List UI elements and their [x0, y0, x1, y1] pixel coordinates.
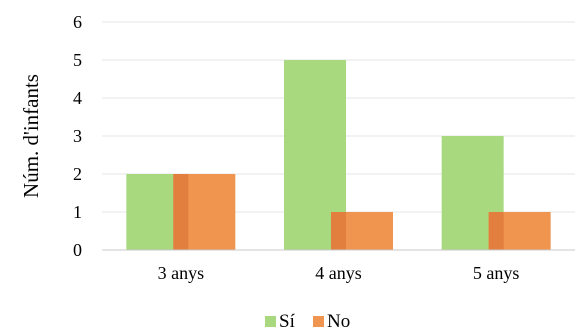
- legend: Sí No: [265, 311, 350, 331]
- y-axis-ticks: 0 1 2 3 4 5 6: [73, 12, 82, 260]
- x-tick-label: 4 anys: [315, 263, 362, 283]
- y-tick-label: 6: [73, 12, 82, 32]
- bars: [126, 60, 551, 250]
- y-tick-label: 2: [73, 164, 82, 184]
- bar-overlap: [488, 212, 504, 250]
- y-tick-label: 1: [73, 202, 82, 222]
- y-tick-label: 4: [73, 88, 82, 108]
- legend-label: Sí: [279, 311, 296, 331]
- legend-label: No: [327, 311, 350, 331]
- x-tick-label: 5 anys: [473, 263, 520, 283]
- x-axis-ticks: 3 anys 4 anys 5 anys: [158, 263, 520, 283]
- y-tick-label: 0: [73, 240, 82, 260]
- y-tick-label: 3: [73, 126, 82, 146]
- x-tick-label: 3 anys: [158, 263, 205, 283]
- bar-overlap: [331, 212, 346, 250]
- legend-swatch-Sí: [265, 316, 276, 327]
- bar-overlap: [173, 174, 189, 250]
- y-tick-label: 5: [73, 50, 82, 70]
- legend-swatch-No: [313, 316, 324, 327]
- y-axis-label: Núm. d'infants: [19, 74, 43, 198]
